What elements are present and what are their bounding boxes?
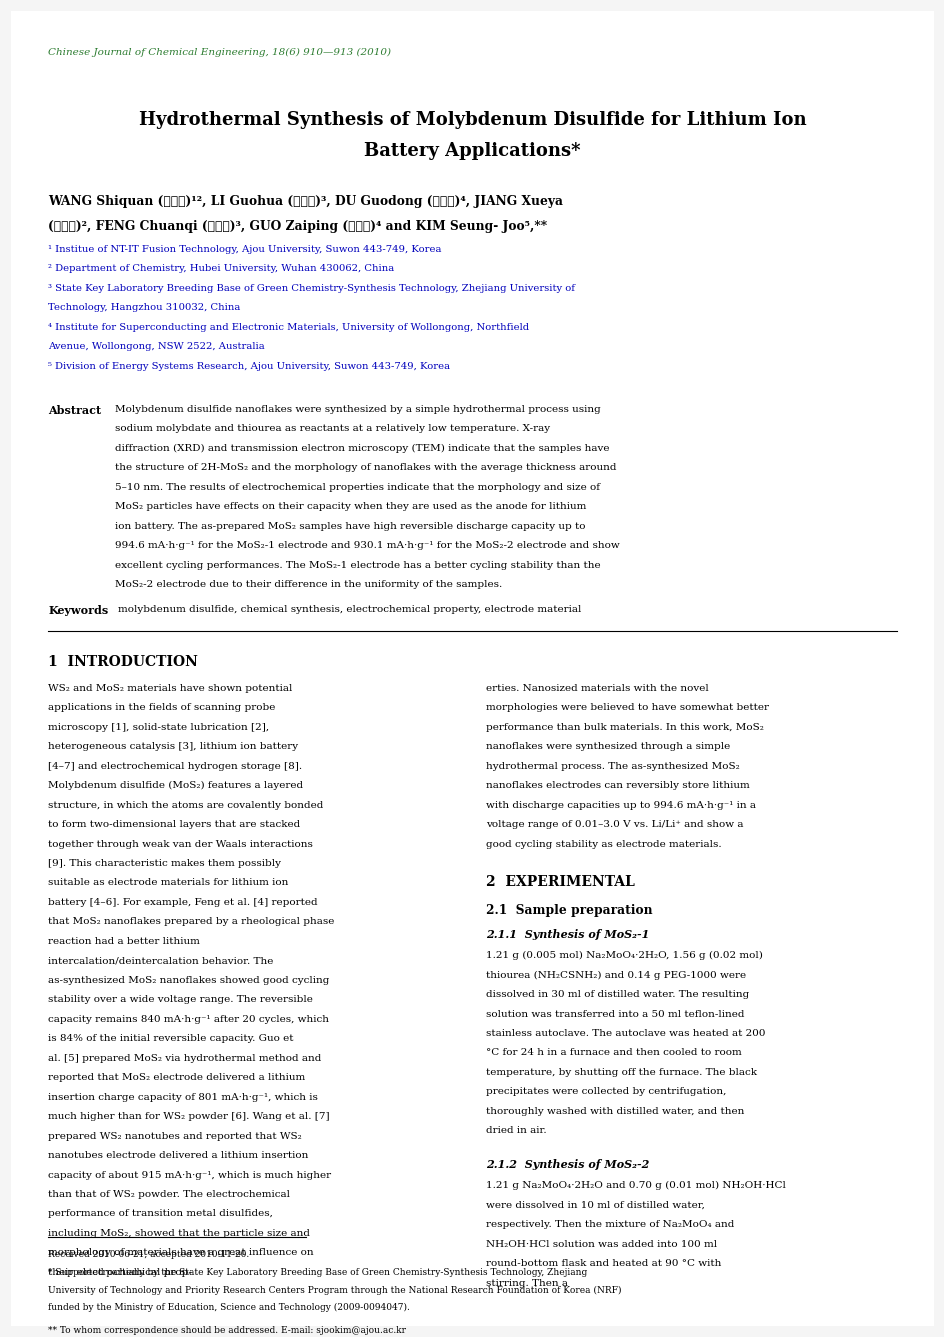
Text: structure, in which the atoms are covalently bonded: structure, in which the atoms are covale…: [48, 801, 323, 810]
Text: as-synthesized MoS₂ nanoflakes showed good cycling: as-synthesized MoS₂ nanoflakes showed go…: [48, 976, 329, 985]
Text: capacity of about 915 mA·h·g⁻¹, which is much higher: capacity of about 915 mA·h·g⁻¹, which is…: [48, 1170, 331, 1179]
Text: including MoS₂, showed that the particle size and: including MoS₂, showed that the particle…: [48, 1229, 310, 1238]
Text: funded by the Ministry of Education, Science and Technology (2009-0094047).: funded by the Ministry of Education, Sci…: [48, 1302, 410, 1312]
Text: Abstract: Abstract: [48, 405, 101, 416]
Text: with discharge capacities up to 994.6 mA·h·g⁻¹ in a: with discharge capacities up to 994.6 mA…: [486, 801, 755, 810]
Text: WS₂ and MoS₂ materials have shown potential: WS₂ and MoS₂ materials have shown potent…: [48, 683, 293, 693]
Text: [4–7] and electrochemical hydrogen storage [8].: [4–7] and electrochemical hydrogen stora…: [48, 762, 302, 770]
Text: Molybdenum disulfide (MoS₂) features a layered: Molybdenum disulfide (MoS₂) features a l…: [48, 781, 303, 790]
Text: ¹ Institue of NT-IT Fusion Technology, Ajou University, Suwon 443-749, Korea: ¹ Institue of NT-IT Fusion Technology, A…: [48, 245, 441, 254]
Text: ⁵ Division of Energy Systems Research, Ajou University, Suwon 443-749, Korea: ⁵ Division of Energy Systems Research, A…: [48, 362, 450, 370]
Text: 5–10 nm. The results of electrochemical properties indicate that the morphology : 5–10 nm. The results of electrochemical …: [114, 483, 599, 492]
Text: heterogeneous catalysis [3], lithium ion battery: heterogeneous catalysis [3], lithium ion…: [48, 742, 298, 751]
Text: than that of WS₂ powder. The electrochemical: than that of WS₂ powder. The electrochem…: [48, 1190, 290, 1199]
Text: stainless autoclave. The autoclave was heated at 200: stainless autoclave. The autoclave was h…: [486, 1029, 765, 1038]
Text: 2  EXPERIMENTAL: 2 EXPERIMENTAL: [486, 874, 634, 889]
Text: intercalation/deintercalation behavior. The: intercalation/deintercalation behavior. …: [48, 956, 274, 965]
Text: hydrothermal process. The as-synthesized MoS₂: hydrothermal process. The as-synthesized…: [486, 762, 739, 770]
Text: NH₂OH·HCl solution was added into 100 ml: NH₂OH·HCl solution was added into 100 ml: [486, 1239, 716, 1249]
Text: Chinese Journal of Chemical Engineering, 18(6) 910—913 (2010): Chinese Journal of Chemical Engineering,…: [48, 48, 391, 56]
Text: ** To whom correspondence should be addressed. E-mail: sjookim@ajou.ac.kr: ** To whom correspondence should be addr…: [48, 1326, 406, 1336]
Text: Hydrothermal Synthesis of Molybdenum Disulfide for Lithium Ion: Hydrothermal Synthesis of Molybdenum Dis…: [139, 111, 805, 128]
Text: erties. Nanosized materials with the novel: erties. Nanosized materials with the nov…: [486, 683, 708, 693]
Text: nanotubes electrode delivered a lithium insertion: nanotubes electrode delivered a lithium …: [48, 1151, 309, 1161]
Text: Battery Applications*: Battery Applications*: [363, 142, 581, 160]
Text: microscopy [1], solid-state lubrication [2],: microscopy [1], solid-state lubrication …: [48, 723, 269, 731]
Text: diffraction (XRD) and transmission electron microscopy (TEM) indicate that the s: diffraction (XRD) and transmission elect…: [114, 444, 609, 453]
Text: Received 2010-06-21, accepted 2010-11-20.: Received 2010-06-21, accepted 2010-11-20…: [48, 1250, 249, 1259]
Text: 2.1.2  Synthesis of MoS₂-2: 2.1.2 Synthesis of MoS₂-2: [486, 1159, 649, 1170]
Text: Molybdenum disulfide nanoflakes were synthesized by a simple hydrothermal proces: Molybdenum disulfide nanoflakes were syn…: [114, 405, 599, 414]
Text: dissolved in 30 ml of distilled water. The resulting: dissolved in 30 ml of distilled water. T…: [486, 989, 749, 999]
Text: Avenue, Wollongong, NSW 2522, Australia: Avenue, Wollongong, NSW 2522, Australia: [48, 342, 264, 352]
Text: solution was transferred into a 50 ml teflon-lined: solution was transferred into a 50 ml te…: [486, 1009, 744, 1019]
Text: 2.1.1  Synthesis of MoS₂-1: 2.1.1 Synthesis of MoS₂-1: [486, 929, 649, 940]
Text: together through weak van der Waals interactions: together through weak van der Waals inte…: [48, 840, 312, 849]
Text: the structure of 2H-MoS₂ and the morphology of nanoflakes with the average thick: the structure of 2H-MoS₂ and the morphol…: [114, 463, 615, 472]
Text: is 84% of the initial reversible capacity. Guo et: is 84% of the initial reversible capacit…: [48, 1035, 294, 1043]
Text: University of Technology and Priority Research Centers Program through the Natio: University of Technology and Priority Re…: [48, 1285, 621, 1294]
Text: ion battery. The as-prepared MoS₂ samples have high reversible discharge capacit: ion battery. The as-prepared MoS₂ sample…: [114, 521, 584, 531]
Text: MoS₂-2 electrode due to their difference in the uniformity of the samples.: MoS₂-2 electrode due to their difference…: [114, 580, 501, 590]
Text: insertion charge capacity of 801 mA·h·g⁻¹, which is: insertion charge capacity of 801 mA·h·g⁻…: [48, 1092, 318, 1102]
Text: good cycling stability as electrode materials.: good cycling stability as electrode mate…: [486, 840, 721, 849]
Text: morphology of materials have a great influence on: morphology of materials have a great inf…: [48, 1249, 313, 1257]
Text: Keywords: Keywords: [48, 604, 109, 616]
Text: (江雪雄)², FENG Chuanqi (冯传奇)³, GUO Zaiping (郭再平)⁴ and KIM Seung- Joo⁵,**: (江雪雄)², FENG Chuanqi (冯传奇)³, GUO Zaiping…: [48, 219, 547, 233]
Text: thoroughly washed with distilled water, and then: thoroughly washed with distilled water, …: [486, 1107, 744, 1116]
Text: al. [5] prepared MoS₂ via hydrothermal method and: al. [5] prepared MoS₂ via hydrothermal m…: [48, 1054, 321, 1063]
Text: round-bottom flask and heated at 90 °C with: round-bottom flask and heated at 90 °C w…: [486, 1259, 721, 1269]
Text: [9]. This characteristic makes them possibly: [9]. This characteristic makes them poss…: [48, 858, 281, 868]
Text: MoS₂ particles have effects on their capacity when they are used as the anode fo: MoS₂ particles have effects on their cap…: [114, 503, 585, 511]
Text: voltage range of 0.01–3.0 V vs. Li/Li⁺ and show a: voltage range of 0.01–3.0 V vs. Li/Li⁺ a…: [486, 820, 743, 829]
Text: ² Department of Chemistry, Hubei University, Wuhan 430062, China: ² Department of Chemistry, Hubei Univers…: [48, 265, 394, 273]
Text: reaction had a better lithium: reaction had a better lithium: [48, 937, 200, 945]
Text: thiourea (NH₂CSNH₂) and 0.14 g PEG-1000 were: thiourea (NH₂CSNH₂) and 0.14 g PEG-1000 …: [486, 971, 746, 980]
Text: excellent cycling performances. The MoS₂-1 electrode has a better cycling stabil: excellent cycling performances. The MoS₂…: [114, 560, 599, 570]
Text: ⁴ Institute for Superconducting and Electronic Materials, University of Wollongo: ⁴ Institute for Superconducting and Elec…: [48, 322, 529, 332]
Text: °C for 24 h in a furnace and then cooled to room: °C for 24 h in a furnace and then cooled…: [486, 1048, 741, 1058]
Text: nanoflakes electrodes can reversibly store lithium: nanoflakes electrodes can reversibly sto…: [486, 781, 750, 790]
Text: stability over a wide voltage range. The reversible: stability over a wide voltage range. The…: [48, 995, 312, 1004]
Text: battery [4–6]. For example, Feng et al. [4] reported: battery [4–6]. For example, Feng et al. …: [48, 898, 317, 906]
Text: were dissolved in 10 ml of distilled water,: were dissolved in 10 ml of distilled wat…: [486, 1201, 704, 1210]
Text: their electrochemical prop-: their electrochemical prop-: [48, 1267, 192, 1277]
Text: that MoS₂ nanoflakes prepared by a rheological phase: that MoS₂ nanoflakes prepared by a rheol…: [48, 917, 334, 927]
Text: precipitates were collected by centrifugation,: precipitates were collected by centrifug…: [486, 1087, 726, 1096]
Text: Technology, Hangzhou 310032, China: Technology, Hangzhou 310032, China: [48, 303, 241, 313]
Text: temperature, by shutting off the furnace. The black: temperature, by shutting off the furnace…: [486, 1068, 756, 1076]
Text: prepared WS₂ nanotubes and reported that WS₂: prepared WS₂ nanotubes and reported that…: [48, 1131, 302, 1140]
Text: 1.21 g Na₂MoO₄·2H₂O and 0.70 g (0.01 mol) NH₂OH·HCl: 1.21 g Na₂MoO₄·2H₂O and 0.70 g (0.01 mol…: [486, 1182, 785, 1190]
Text: 1  INTRODUCTION: 1 INTRODUCTION: [48, 655, 198, 668]
Text: sodium molybdate and thiourea as reactants at a relatively low temperature. X-ra: sodium molybdate and thiourea as reactan…: [114, 424, 549, 433]
Text: 1.21 g (0.005 mol) Na₂MoO₄·2H₂O, 1.56 g (0.02 mol): 1.21 g (0.005 mol) Na₂MoO₄·2H₂O, 1.56 g …: [486, 951, 763, 960]
Text: to form two-dimensional layers that are stacked: to form two-dimensional layers that are …: [48, 820, 300, 829]
Text: dried in air.: dried in air.: [486, 1126, 547, 1135]
Text: much higher than for WS₂ powder [6]. Wang et al. [7]: much higher than for WS₂ powder [6]. Wan…: [48, 1112, 329, 1122]
Text: performance than bulk materials. In this work, MoS₂: performance than bulk materials. In this…: [486, 723, 764, 731]
Text: molybdenum disulfide, chemical synthesis, electrochemical property, electrode ma: molybdenum disulfide, chemical synthesis…: [118, 604, 582, 614]
Text: WANG Shiquan (王石泉)¹², LI Guohua (李国华)³, DU Guodong (杜国栋)⁴, JIANG Xueya: WANG Shiquan (王石泉)¹², LI Guohua (李国华)³, …: [48, 195, 563, 207]
Text: capacity remains 840 mA·h·g⁻¹ after 20 cycles, which: capacity remains 840 mA·h·g⁻¹ after 20 c…: [48, 1015, 329, 1024]
Text: performance of transition metal disulfides,: performance of transition metal disulfid…: [48, 1210, 273, 1218]
Text: ³ State Key Laboratory Breeding Base of Green Chemistry-Synthesis Technology, Zh: ³ State Key Laboratory Breeding Base of …: [48, 283, 575, 293]
Text: nanoflakes were synthesized through a simple: nanoflakes were synthesized through a si…: [486, 742, 730, 751]
Text: applications in the fields of scanning probe: applications in the fields of scanning p…: [48, 703, 276, 713]
Text: morphologies were believed to have somewhat better: morphologies were believed to have somew…: [486, 703, 768, 713]
Text: suitable as electrode materials for lithium ion: suitable as electrode materials for lith…: [48, 878, 288, 888]
Text: 994.6 mA·h·g⁻¹ for the MoS₂-1 electrode and 930.1 mA·h·g⁻¹ for the MoS₂-2 electr: 994.6 mA·h·g⁻¹ for the MoS₂-1 electrode …: [114, 541, 618, 550]
Text: reported that MoS₂ electrode delivered a lithium: reported that MoS₂ electrode delivered a…: [48, 1074, 305, 1082]
Text: respectively. Then the mixture of Na₂MoO₄ and: respectively. Then the mixture of Na₂MoO…: [486, 1221, 733, 1229]
Text: 2.1  Sample preparation: 2.1 Sample preparation: [486, 904, 652, 917]
Text: * Supported partially by the State Key Laboratory Breeding Base of Green Chemist: * Supported partially by the State Key L…: [48, 1269, 587, 1277]
Text: stirring. Then a: stirring. Then a: [486, 1278, 567, 1288]
FancyBboxPatch shape: [11, 11, 933, 1326]
